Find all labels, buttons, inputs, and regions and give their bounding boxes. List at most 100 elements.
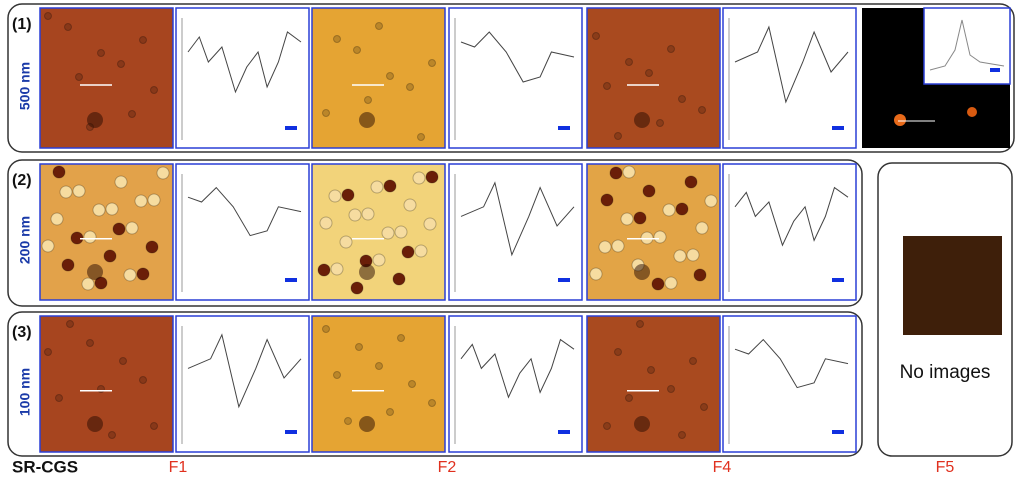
row-scale: 100 nm — [17, 368, 33, 416]
profile-panel — [722, 7, 857, 149]
profile-panel — [175, 163, 310, 301]
particle — [348, 208, 362, 222]
particle — [108, 431, 116, 439]
particle — [87, 264, 103, 280]
particle — [128, 110, 136, 118]
profile-panel — [722, 315, 857, 453]
particle — [359, 112, 375, 128]
scale-bar — [285, 430, 297, 434]
micrograph — [39, 7, 174, 149]
particle — [614, 348, 622, 356]
particle — [651, 277, 665, 291]
profile-trace — [734, 25, 849, 104]
particle — [695, 221, 709, 235]
particle — [392, 272, 406, 286]
micrograph — [586, 315, 721, 453]
particle — [614, 132, 622, 140]
particle — [598, 240, 612, 254]
particle — [609, 166, 623, 180]
particle — [66, 320, 74, 328]
row-scale: 200 nm — [17, 216, 33, 264]
particle — [87, 416, 103, 432]
particle — [700, 403, 708, 411]
particle — [642, 184, 656, 198]
micrograph — [311, 315, 446, 453]
particle — [344, 417, 352, 425]
particle — [81, 277, 95, 291]
particle — [401, 245, 415, 259]
particle — [381, 226, 395, 240]
particle — [355, 343, 363, 351]
particle — [117, 60, 125, 68]
particle — [693, 268, 707, 282]
particle — [333, 371, 341, 379]
particle — [406, 83, 414, 91]
particle — [92, 203, 106, 217]
particle — [328, 189, 342, 203]
scale-bar — [558, 126, 570, 130]
profile-trace — [929, 19, 1005, 71]
particle — [386, 408, 394, 416]
scale-bar — [990, 68, 1000, 72]
profile-trace — [460, 31, 575, 83]
particle — [634, 112, 650, 128]
particle — [361, 207, 375, 221]
profile-trace — [734, 338, 849, 389]
profile-trace — [460, 338, 575, 399]
particle — [673, 249, 687, 263]
particle — [72, 184, 86, 198]
column-label: F4 — [713, 459, 732, 476]
particle — [592, 32, 600, 40]
sample-label: SR-CGS — [12, 457, 78, 476]
particle — [640, 231, 654, 245]
particle — [114, 175, 128, 189]
particle — [394, 225, 408, 239]
particle — [364, 96, 372, 104]
particle — [408, 380, 416, 388]
profile-panel — [448, 163, 583, 301]
particle — [403, 198, 417, 212]
particle — [61, 258, 75, 272]
row-index: (1) — [12, 16, 32, 33]
row-frame — [7, 3, 1015, 153]
particle — [87, 112, 103, 128]
scale-bar — [285, 278, 297, 282]
particle — [145, 240, 159, 254]
particle — [139, 36, 147, 44]
particle — [55, 394, 63, 402]
scale-bar — [558, 430, 570, 434]
particle — [678, 95, 686, 103]
particle — [698, 106, 706, 114]
profile-panel — [722, 163, 857, 301]
particle — [653, 230, 667, 244]
profile-panel — [175, 315, 310, 453]
scale-bar — [558, 278, 570, 282]
profile-trace — [460, 181, 575, 257]
particle — [359, 264, 375, 280]
particle — [134, 194, 148, 208]
particle — [589, 267, 603, 281]
particle — [83, 230, 97, 244]
particle — [428, 399, 436, 407]
particle — [414, 244, 428, 258]
column-label: F2 — [438, 459, 457, 476]
particle — [684, 175, 698, 189]
placeholder-swatch — [903, 236, 1002, 335]
particle — [119, 357, 127, 365]
particle — [139, 376, 147, 384]
particle — [64, 23, 72, 31]
particle — [675, 202, 689, 216]
particle — [156, 166, 170, 180]
scale-bar — [285, 126, 297, 130]
micrograph — [39, 315, 174, 453]
particle — [339, 235, 353, 249]
particle — [611, 239, 625, 253]
particle — [603, 82, 611, 90]
particle — [52, 165, 66, 179]
particle — [625, 58, 633, 66]
row-index: (3) — [12, 324, 32, 341]
particle — [150, 422, 158, 430]
row-scale: 500 nm — [17, 62, 33, 110]
profile-trace — [187, 186, 302, 237]
micrograph — [39, 163, 174, 301]
